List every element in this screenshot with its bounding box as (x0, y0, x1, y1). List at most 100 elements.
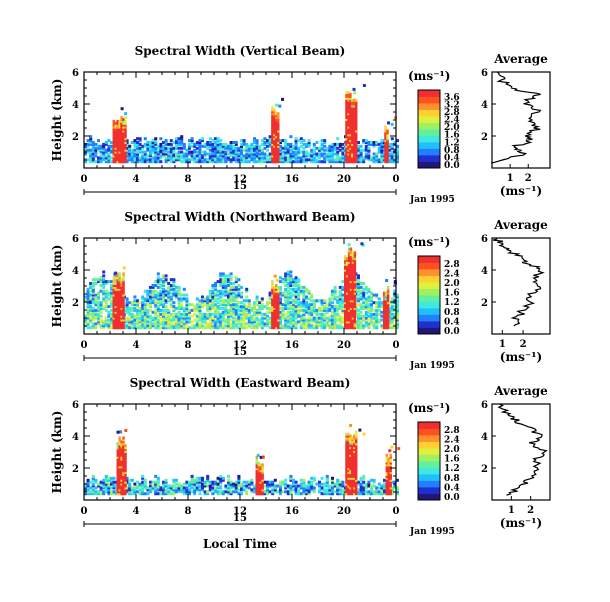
heatmap-cell (297, 284, 300, 287)
heatmap-cell (378, 490, 381, 493)
heatmap-cell (188, 488, 191, 491)
heatmap-cell (370, 141, 373, 144)
heatmap-cell (308, 153, 311, 156)
heatmap-cell (232, 156, 235, 159)
heatmap-cell (191, 137, 194, 140)
heatmap-cell (365, 286, 368, 289)
heatmap-cell (263, 485, 266, 488)
heatmap-cell (321, 307, 324, 310)
heatmap-cell (321, 486, 324, 489)
heatmap-cell (271, 481, 274, 484)
heatmap-cell (326, 303, 329, 306)
heatmap-cell (154, 481, 157, 484)
heatmap-cell (87, 158, 90, 161)
colorbar-tick-label: 0.0 (444, 161, 460, 171)
heatmap-cell (365, 139, 368, 142)
heatmap-cell (391, 137, 394, 140)
scatter-cell (124, 112, 127, 115)
heatmap-cell (141, 475, 144, 478)
heatmap-cell (159, 326, 162, 329)
heatmap-cell (185, 313, 188, 316)
scatter-cell (353, 88, 356, 91)
heatmap-cell (339, 156, 342, 159)
heatmap-cell (380, 485, 383, 488)
heatmap-cell (159, 486, 162, 489)
heatmap-cell (362, 481, 365, 484)
heatmap-cell (180, 313, 183, 316)
x-tick-label: 20 (337, 174, 351, 185)
heatmap-cell (289, 153, 292, 156)
heatmap-cell (201, 137, 204, 140)
heatmap-cell (266, 481, 269, 484)
heatmap-cell (196, 486, 199, 489)
heatmap-cell (110, 160, 113, 163)
heatmap-cell (157, 292, 160, 295)
heatmap-cell (258, 319, 261, 322)
heatmap-cell (94, 490, 97, 493)
heatmap-cell (144, 492, 147, 495)
heatmap-cell (245, 305, 248, 308)
heatmap-cell (175, 137, 178, 140)
heatmap-cell (178, 286, 181, 289)
heatmap-cell (357, 280, 360, 283)
heatmap-cell (230, 272, 233, 275)
heatmap-cell (139, 137, 142, 140)
heatmap-cell (149, 488, 152, 491)
heatmap-cell (365, 292, 368, 295)
heatmap-cell (323, 488, 326, 491)
heatmap-cell (261, 313, 264, 316)
heatmap-cell (157, 488, 160, 491)
heatmap-cell (224, 319, 227, 322)
colorbar-swatch (418, 302, 440, 309)
heatmap-cell (357, 309, 360, 312)
heatmap-cell (97, 301, 100, 304)
heatmap-cell (367, 147, 370, 150)
heatmap-cell (313, 477, 316, 480)
heatmap-cell (204, 313, 207, 316)
heatmap-cell (237, 284, 240, 287)
heatmap-cell (152, 322, 155, 325)
heatmap-cell (152, 139, 155, 142)
heatmap-cell (105, 317, 108, 320)
heatmap-cell (133, 486, 136, 489)
heatmap-cell (308, 139, 311, 142)
heatmap-cell (209, 485, 212, 488)
heatmap-cell (237, 278, 240, 281)
heatmap-cell (224, 156, 227, 159)
heatmap-cell (167, 143, 170, 146)
heatmap-cell (196, 151, 199, 154)
heatmap-cell (144, 290, 147, 293)
heatmap-cell (240, 292, 243, 295)
heatmap-cell (222, 272, 225, 275)
heatmap-cell (178, 147, 181, 150)
heatmap-cell (170, 313, 173, 316)
colorbar-units: (ms⁻¹) (408, 69, 450, 83)
heatmap-cell (206, 313, 209, 316)
heatmap-cell (131, 479, 134, 482)
heatmap-cell (100, 481, 103, 484)
heatmap-cell (336, 147, 339, 150)
heatmap-cell (217, 297, 220, 300)
heatmap-cell (144, 137, 147, 140)
heatmap-cell (367, 315, 370, 318)
heatmap-cell (154, 317, 157, 320)
heatmap-cell (266, 301, 269, 304)
heatmap-cell (224, 490, 227, 493)
heatmap-cell (152, 317, 155, 320)
heatmap-cell (92, 278, 95, 281)
heatmap-cell (105, 290, 108, 293)
heatmap-cell (334, 483, 337, 486)
heatmap-cell (89, 282, 92, 285)
heatmap-cell (240, 143, 243, 146)
heatmap-cell (152, 485, 155, 488)
heatmap-cell (92, 297, 95, 300)
heatmap-cell (297, 309, 300, 312)
heatmap-cell (360, 286, 363, 289)
heatmap-cell (149, 485, 152, 488)
y-tick-label: 2 (72, 132, 79, 143)
heatmap-cell (373, 153, 376, 156)
heatmap-cell (253, 317, 256, 320)
heatmap-cell (318, 481, 321, 484)
heatmap-cell (89, 290, 92, 293)
colorbar-swatch (418, 269, 440, 276)
